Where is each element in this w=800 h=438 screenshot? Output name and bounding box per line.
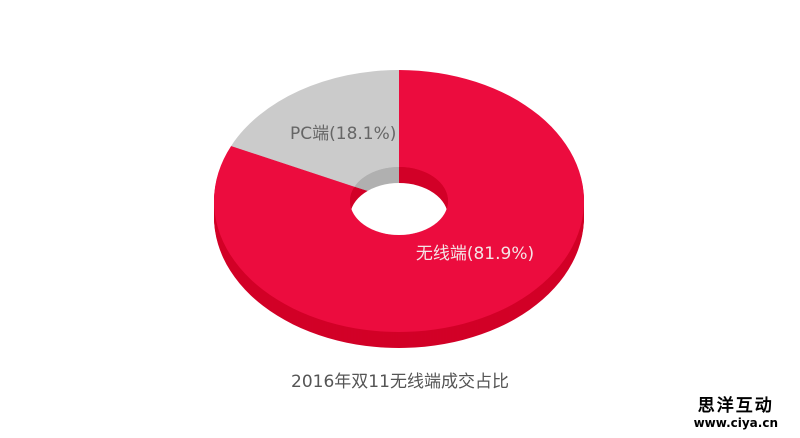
slice-label-0: 无线端(81.9%) (416, 244, 534, 264)
slice-0 (214, 70, 585, 332)
chart-title: 2016年双11无线端成交占比 (291, 372, 509, 392)
watermark-url: www.ciya.cn (693, 416, 778, 430)
watermark-logo: 思洋互动 www.ciya.cn (694, 396, 778, 430)
watermark-name: 思洋互动 (697, 396, 774, 416)
slice-label-1: PC端(18.1%) (290, 124, 396, 144)
slice-1 (231, 70, 399, 187)
